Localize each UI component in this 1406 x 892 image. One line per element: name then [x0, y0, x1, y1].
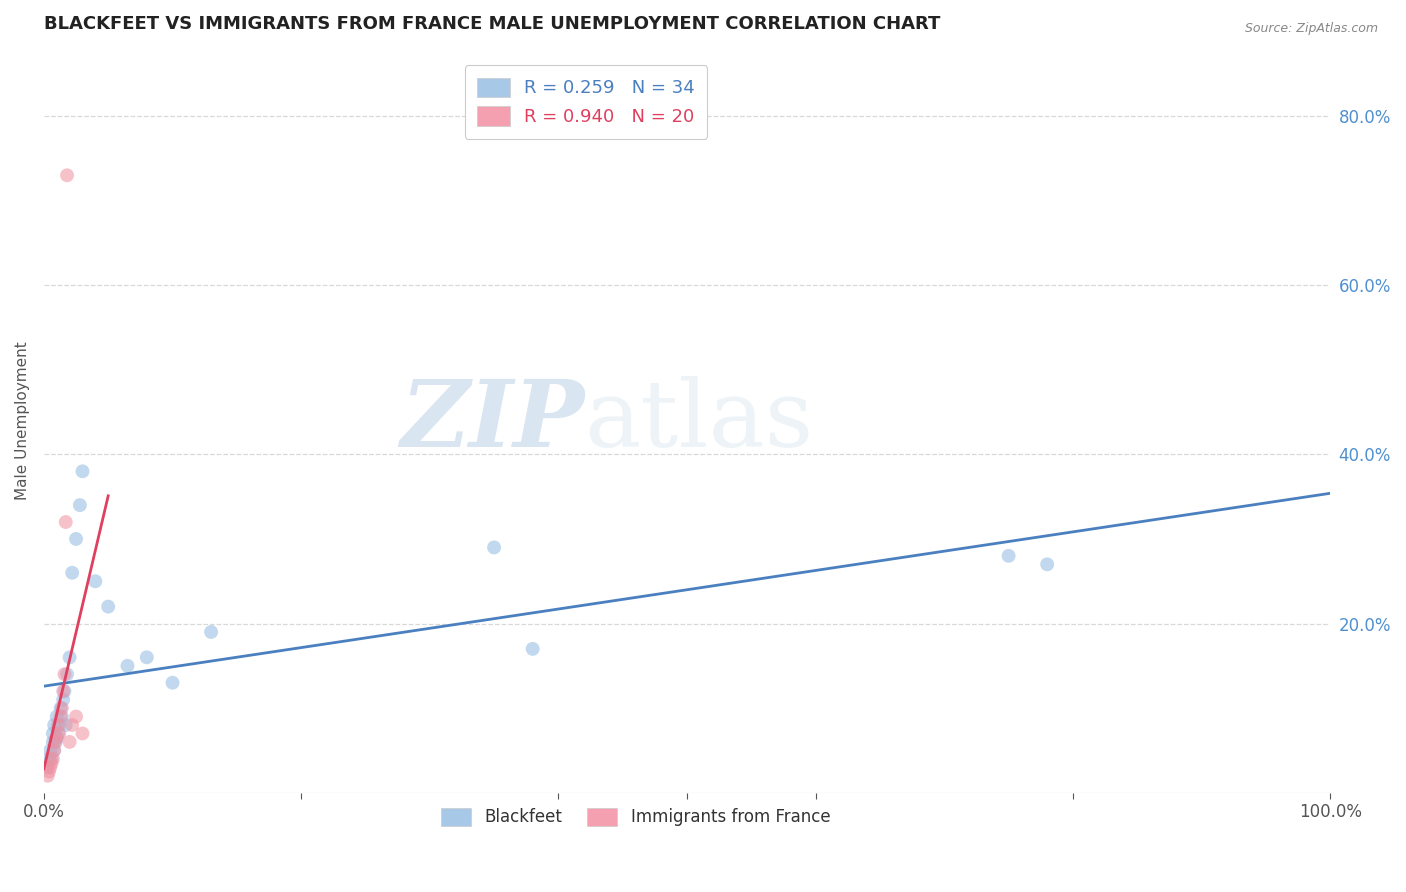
Point: [48, 726, 70, 740]
Point: [65, 709, 87, 723]
Point: [53, 684, 76, 698]
Point: [97, 599, 120, 614]
Point: [52, 684, 75, 698]
Text: Source: ZipAtlas.com: Source: ZipAtlas.com: [1244, 22, 1378, 36]
Point: [41, 756, 63, 770]
Point: [72, 464, 94, 478]
Point: [48, 718, 70, 732]
Point: [56, 169, 79, 183]
Point: [135, 650, 157, 665]
Point: [52, 692, 75, 706]
Point: [55, 718, 77, 732]
Point: [44, 735, 66, 749]
Point: [41, 752, 63, 766]
Point: [200, 624, 222, 639]
Point: [997, 549, 1019, 563]
Text: ZIP: ZIP: [399, 376, 583, 466]
Text: atlas: atlas: [583, 376, 814, 466]
Point: [49, 709, 72, 723]
Point: [37, 760, 59, 774]
Point: [44, 743, 66, 757]
Point: [1036, 558, 1059, 572]
Point: [59, 650, 82, 665]
Point: [65, 532, 87, 546]
Point: [42, 752, 65, 766]
Point: [53, 667, 76, 681]
Point: [51, 701, 73, 715]
Point: [46, 718, 69, 732]
Point: [49, 701, 72, 715]
Point: [37, 769, 59, 783]
Point: [42, 726, 65, 740]
Point: [59, 735, 82, 749]
Point: [46, 726, 69, 740]
Point: [69, 498, 91, 512]
Point: [45, 731, 67, 745]
Point: [522, 641, 544, 656]
Point: [45, 709, 67, 723]
Point: [72, 726, 94, 740]
Point: [55, 515, 77, 529]
Y-axis label: Male Unemployment: Male Unemployment: [15, 341, 30, 500]
Point: [42, 735, 65, 749]
Text: BLACKFEET VS IMMIGRANTS FROM FRANCE MALE UNEMPLOYMENT CORRELATION CHART: BLACKFEET VS IMMIGRANTS FROM FRANCE MALE…: [44, 15, 941, 33]
Point: [44, 718, 66, 732]
Point: [162, 675, 184, 690]
Point: [60, 566, 83, 580]
Point: [45, 731, 67, 745]
Point: [39, 743, 62, 757]
Point: [117, 658, 139, 673]
Legend: Blackfeet, Immigrants from France: Blackfeet, Immigrants from France: [432, 797, 841, 837]
Point: [44, 743, 66, 757]
Point: [84, 574, 107, 589]
Point: [39, 760, 62, 774]
Point: [482, 541, 505, 555]
Point: [56, 667, 79, 681]
Point: [38, 752, 60, 766]
Point: [51, 709, 73, 723]
Point: [44, 735, 66, 749]
Point: [38, 764, 60, 779]
Point: [60, 718, 83, 732]
